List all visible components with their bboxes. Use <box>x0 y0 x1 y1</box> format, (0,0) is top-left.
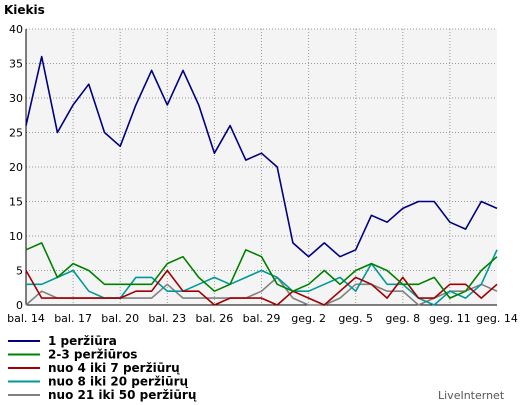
series-line-3 <box>25 269 498 306</box>
chart-title: Kiekis <box>4 3 45 17</box>
x-tick-label: geg. 2 <box>291 312 326 325</box>
legend-label-1: 1 peržiūra <box>48 334 117 348</box>
x-tick-label: geg. 11 <box>429 312 471 325</box>
series-line-1 <box>25 55 498 258</box>
legend-label-2: 2-3 peržiūros <box>48 348 137 362</box>
x-tick-label: bal. 26 <box>196 312 234 325</box>
legend-label-3: nuo 4 iki 7 peržiūrų <box>48 361 180 375</box>
x-tick-label: bal. 17 <box>54 312 92 325</box>
x-tick-label: bal. 20 <box>101 312 139 325</box>
y-tick-label: 25 <box>9 127 23 140</box>
y-tick-label: 20 <box>9 161 23 174</box>
x-tick-label: bal. 14 <box>7 312 45 325</box>
x-tick-label: bal. 29 <box>243 312 281 325</box>
y-axis-ticks: 0 5 10 15 20 25 30 35 40 <box>9 23 23 312</box>
y-tick-label: 40 <box>9 23 23 36</box>
series-line-2 <box>25 242 498 299</box>
x-tick-label: geg. 8 <box>385 312 420 325</box>
y-tick-label: 35 <box>9 58 23 71</box>
x-tick-label: bal. 23 <box>148 312 186 325</box>
y-tick-label: 30 <box>9 92 23 105</box>
y-tick-label: 5 <box>16 265 23 278</box>
legend-label-4: nuo 8 iki 20 peržiūrų <box>48 375 189 389</box>
y-tick-label: 0 <box>16 299 23 312</box>
x-axis-ticks: bal. 14 bal. 17 bal. 20 bal. 23 bal. 26 bal. … <box>7 312 518 325</box>
watermark-text: LiveInternet <box>438 389 505 402</box>
y-tick-label: 10 <box>9 230 23 243</box>
y-tick-label: 15 <box>9 196 23 209</box>
legend-label-5: nuo 21 iki 50 peržiūrų <box>48 388 197 402</box>
x-tick-label: geg. 5 <box>338 312 373 325</box>
x-tick-label: geg. 14 <box>476 312 518 325</box>
series-lines <box>25 55 498 306</box>
